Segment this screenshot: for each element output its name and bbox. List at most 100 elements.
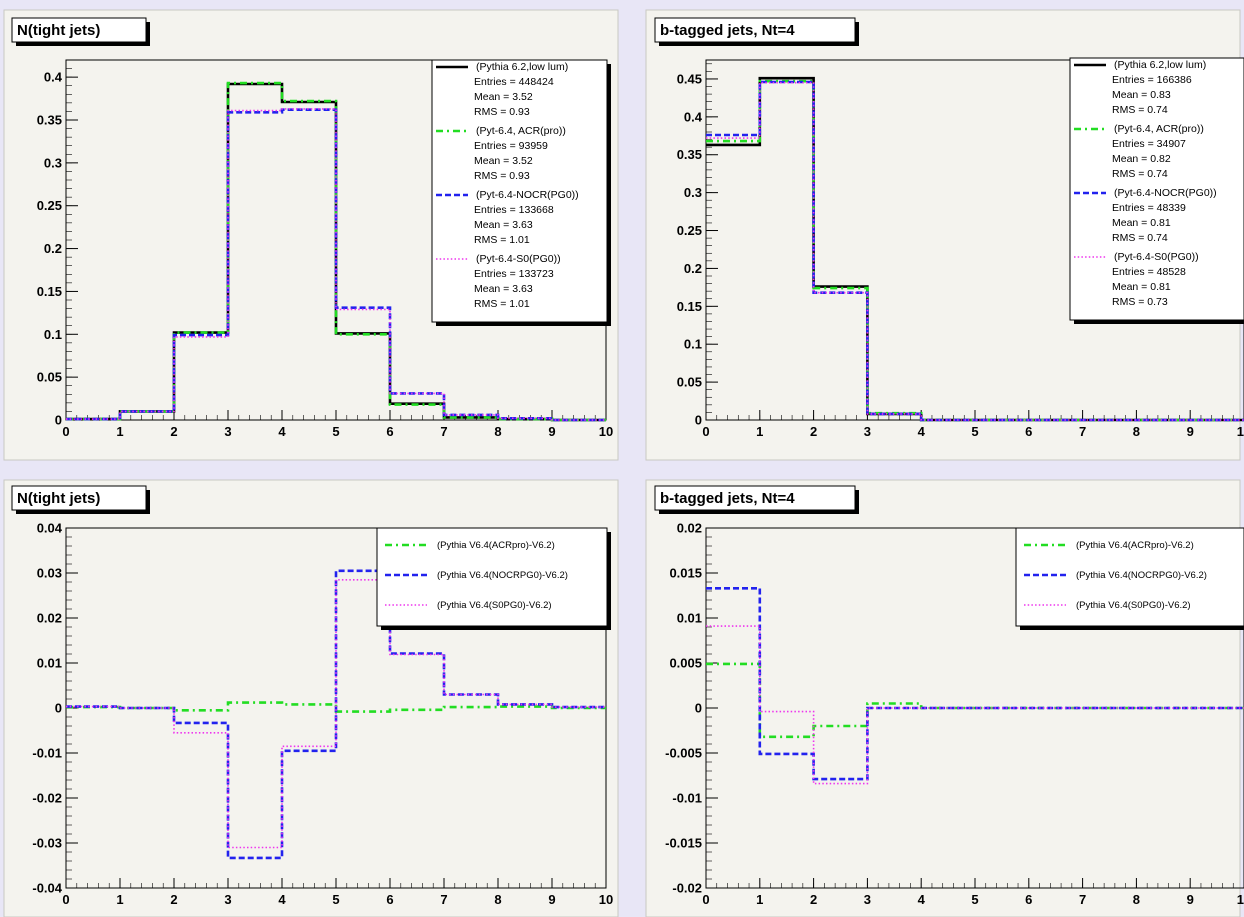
- x-tick-label: 4: [278, 424, 286, 439]
- x-tick-label: 4: [918, 892, 926, 907]
- legend-stat: Entries = 448424: [474, 76, 554, 88]
- x-tick-label: 5: [332, 892, 339, 907]
- y-tick-label: 0.2: [684, 261, 702, 276]
- x-tick-label: 2: [170, 892, 177, 907]
- y-tick-label: -0.02: [672, 881, 702, 896]
- y-tick-label: 0.02: [677, 521, 702, 536]
- chart-panel-btag_diff: 0 1 2 3 4 5 6 7 8 9 10 -0.02 -0.015 -0.01 -0.005 0 0.005…: [645, 479, 1244, 917]
- legend-stat: RMS = 0.74: [1112, 232, 1168, 244]
- legend-stat: RMS = 1.01: [474, 298, 530, 310]
- x-tick-label: 0: [62, 424, 69, 439]
- legend-stat: Mean = 3.52: [474, 91, 533, 103]
- x-tick-label: 0: [702, 424, 709, 439]
- legend-stat: Entries = 48339: [1112, 202, 1186, 214]
- y-tick-label: -0.02: [32, 791, 62, 806]
- y-tick-label: -0.03: [32, 836, 62, 851]
- series-line-nocr: [706, 80, 1244, 422]
- chart-title: N(tight jets): [17, 22, 100, 39]
- title-box: [654, 17, 856, 43]
- x-tick-label: 9: [1187, 424, 1194, 439]
- title-box: [654, 485, 856, 511]
- x-tick-label: 2: [810, 424, 817, 439]
- legend-stat: Entries = 48528: [1112, 266, 1186, 278]
- x-tick-label: 8: [1133, 424, 1140, 439]
- y-tick-label: 0.25: [677, 223, 702, 238]
- y-tick-label: 0.02: [37, 611, 62, 626]
- chart-panel-btag: 0 1 2 3 4 5 6 7 8 9 10 0 0.05 0.1 0.15 0.2 0.25 0.3 0.35 0.…: [645, 9, 1244, 461]
- y-tick-label: 0.15: [37, 284, 62, 299]
- legend-box: [376, 527, 608, 627]
- legend-series-name: (Pyt-6.4-S0(PG0)): [1114, 251, 1199, 263]
- y-tick-label: 0.005: [669, 656, 702, 671]
- x-tick-label: 0: [62, 892, 69, 907]
- legend-stat: Entries = 166386: [1112, 74, 1192, 86]
- legend-stat: RMS = 0.74: [1112, 168, 1168, 180]
- y-tick-label: 0.05: [37, 370, 62, 385]
- title-box: [11, 17, 147, 43]
- chart-panel-ntight_diff: 0 1 2 3 4 5 6 7 8 9 10 -0.04 -0.03 -0.02 -0.01 0 0.01 0.0…: [3, 479, 619, 917]
- chart-title: b-tagged jets, Nt=4: [660, 22, 795, 39]
- x-tick-label: 1: [756, 892, 763, 907]
- legend-stat: Mean = 3.52: [474, 155, 533, 167]
- series-line-s0: [706, 81, 1244, 421]
- legend-series-name: (Pythia V6.4(S0PG0)-V6.2): [437, 600, 552, 611]
- legend-series-name: (Pyt-6.4, ACR(pro)): [1114, 123, 1204, 135]
- x-tick-label: 9: [1187, 892, 1194, 907]
- legend-stat: RMS = 0.73: [1112, 296, 1168, 308]
- legend-series-name: (Pythia V6.4(NOCRPG0)-V6.2): [1076, 570, 1207, 581]
- legend-series-name: (Pyt-6.4, ACR(pro)): [476, 125, 566, 137]
- y-tick-label: 0.4: [684, 109, 703, 124]
- title-box: [11, 485, 147, 511]
- y-tick-label: 0.25: [37, 198, 62, 213]
- x-tick-label: 3: [224, 892, 231, 907]
- legend-stat: Mean = 3.63: [474, 283, 533, 295]
- x-tick-label: 4: [278, 892, 286, 907]
- x-tick-label: 1: [116, 424, 123, 439]
- y-tick-label: 0.03: [37, 566, 62, 581]
- y-tick-label: 0.3: [44, 155, 62, 170]
- y-tick-label: 0.015: [669, 566, 702, 581]
- chart-title: N(tight jets): [17, 490, 100, 507]
- x-tick-label: 1: [116, 892, 123, 907]
- x-tick-label: 8: [494, 424, 501, 439]
- y-tick-label: -0.005: [665, 746, 702, 761]
- legend-stat: Mean = 0.81: [1112, 281, 1171, 293]
- legend-stat: Entries = 133723: [474, 268, 554, 280]
- x-tick-label: 9: [548, 424, 555, 439]
- legend-stat: Mean = 0.83: [1112, 89, 1171, 101]
- y-tick-label: 0: [55, 413, 62, 428]
- y-tick-label: 0: [695, 701, 702, 716]
- legend-series-name: (Pyt-6.4-NOCR(PG0)): [1114, 187, 1217, 199]
- legend-series-name: (Pythia V6.4(ACRpro)-V6.2): [1076, 540, 1194, 551]
- x-tick-label: 2: [810, 892, 817, 907]
- x-tick-label: 6: [1025, 424, 1032, 439]
- legend-box: [1069, 57, 1244, 321]
- x-tick-label: 10: [599, 424, 613, 439]
- y-tick-label: 0.01: [677, 611, 702, 626]
- x-tick-label: 6: [1025, 892, 1032, 907]
- legend-stat: Mean = 0.82: [1112, 153, 1171, 165]
- legend-stat: RMS = 0.74: [1112, 104, 1168, 116]
- chart-panel-ntight: 0 1 2 3 4 5 6 7 8 9 10 0 0.05 0.1 0.15 0.2 0.25 0.3 0.35 0.…: [3, 9, 619, 461]
- x-tick-label: 8: [1133, 892, 1140, 907]
- x-tick-label: 1: [756, 424, 763, 439]
- legend-box: [431, 59, 608, 323]
- x-tick-label: 5: [971, 892, 978, 907]
- legend-series-name: (Pythia V6.4(S0PG0)-V6.2): [1076, 600, 1191, 611]
- y-tick-label: 0.04: [37, 521, 63, 536]
- x-tick-label: 10: [599, 892, 613, 907]
- x-tick-label: 2: [170, 424, 177, 439]
- series-line-nocr: [706, 587, 1244, 781]
- y-tick-label: 0: [695, 413, 702, 428]
- legend-stat: RMS = 0.93: [474, 106, 530, 118]
- x-tick-label: 5: [971, 424, 978, 439]
- y-tick-label: 0: [55, 701, 62, 716]
- series-line-s0: [706, 625, 1244, 785]
- x-tick-label: 6: [386, 424, 393, 439]
- legend-stat: Entries = 133668: [474, 204, 554, 216]
- y-tick-label: 0.3: [684, 185, 702, 200]
- x-tick-label: 10: [1237, 892, 1244, 907]
- x-tick-label: 4: [918, 424, 926, 439]
- y-tick-label: 0.2: [44, 241, 62, 256]
